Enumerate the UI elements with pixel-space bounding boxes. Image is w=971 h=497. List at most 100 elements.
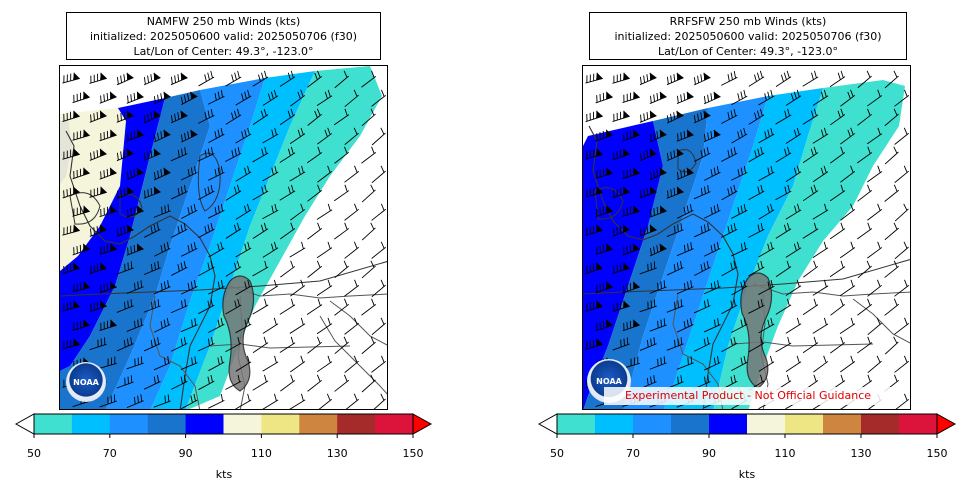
wind-field-namfw <box>60 66 387 409</box>
wind-barb <box>829 70 846 88</box>
wind-barb <box>677 203 694 219</box>
colorbar-tick-label: 90 <box>178 447 193 460</box>
wind-barb <box>758 241 775 258</box>
wind-barb <box>198 108 215 124</box>
wind-barb <box>676 129 694 142</box>
wind-barb <box>180 91 198 105</box>
colorbars <box>14 413 957 438</box>
wind-barb <box>802 70 819 87</box>
wind-barb <box>894 317 910 335</box>
wind-barb <box>235 393 252 409</box>
wind-barb <box>775 108 792 125</box>
wind-barb <box>704 165 721 181</box>
wind-barb <box>208 89 225 105</box>
wind-barb <box>693 223 711 238</box>
wind-barb <box>333 184 350 202</box>
wind-barb <box>622 319 640 332</box>
wind-barb <box>884 260 899 278</box>
wind-barb <box>316 89 333 106</box>
wind-barb <box>612 72 630 84</box>
wind-barb <box>252 298 269 315</box>
wind-barb <box>371 355 387 373</box>
wind-barb <box>154 317 171 333</box>
colorbar-swatch <box>109 414 149 434</box>
wind-barb <box>857 108 873 126</box>
wind-barb <box>334 260 349 279</box>
wind-barb <box>344 317 359 335</box>
wind-barb <box>361 336 376 355</box>
wind-barb <box>344 393 359 409</box>
wind-barb <box>170 72 188 86</box>
wind-barb <box>72 243 90 256</box>
wind-barb <box>812 241 829 258</box>
wind-barb <box>785 165 802 182</box>
wind-barb <box>612 224 630 237</box>
wind-barb <box>126 356 144 370</box>
wind-barb <box>829 108 846 126</box>
wind-barb <box>143 299 161 313</box>
wind-barb <box>775 70 792 87</box>
wind-barb <box>867 89 883 107</box>
wind-barb <box>639 261 657 275</box>
wind-barb <box>802 146 819 164</box>
wind-barb <box>585 148 603 160</box>
wind-barb <box>813 355 829 373</box>
colorbar-label-rrfsfw: kts <box>738 468 756 481</box>
colorbar-rrfsfw <box>537 413 957 438</box>
wind-barb <box>225 374 242 390</box>
wind-barb <box>280 374 296 392</box>
wind-barb <box>676 356 694 370</box>
wind-barb <box>639 337 657 352</box>
wind-barb <box>857 70 872 89</box>
wind-barb <box>812 279 829 296</box>
wind-barb <box>99 205 117 218</box>
wind-barb <box>676 280 694 295</box>
wind-barb <box>802 184 819 202</box>
wind-barb <box>894 241 909 260</box>
wind-barb <box>262 203 279 220</box>
wind-barb <box>99 319 117 332</box>
wind-barb <box>361 374 376 393</box>
wind-barb <box>143 337 161 352</box>
colorbar-swatch <box>823 414 862 434</box>
wind-barb <box>252 108 269 126</box>
wind-barb <box>639 72 657 86</box>
wind-barb <box>748 184 765 201</box>
wind-barb <box>612 110 630 123</box>
wind-barb <box>612 148 630 161</box>
wind-barb <box>72 129 90 141</box>
wind-barb <box>704 203 721 219</box>
wind-barb <box>307 184 323 202</box>
wind-barb <box>252 70 269 87</box>
wind-barb <box>252 374 269 391</box>
wind-barb <box>126 91 144 104</box>
wind-barb <box>116 337 134 352</box>
wind-barb <box>170 299 188 314</box>
wind-barb <box>595 205 613 218</box>
wind-barb <box>731 89 748 106</box>
wind-barb <box>867 241 883 259</box>
wind-barb <box>62 338 80 350</box>
wind-barb <box>775 260 792 278</box>
wind-barb <box>180 356 198 370</box>
wind-barb <box>225 336 242 353</box>
wind-barb <box>361 298 377 316</box>
wind-barb <box>333 108 350 126</box>
wind-barb <box>290 203 306 221</box>
wind-barb <box>307 336 323 354</box>
wind-barb <box>803 260 819 278</box>
wind-barb <box>371 89 387 107</box>
wind-barb <box>894 279 910 297</box>
map-title: RRFSFW 250 mb Winds (kts) <box>669 15 827 28</box>
colorbar-over-extension <box>412 413 433 435</box>
wind-barb <box>775 336 792 353</box>
experimental-disclaimer: Experimental Product - Not Official Guid… <box>604 387 892 405</box>
colorbar-tick-label: 110 <box>250 447 272 460</box>
wind-barb <box>884 184 899 202</box>
map-center: Lat/Lon of Center: 49.3°, -123.0° <box>657 45 839 58</box>
colorbar-under-extension <box>537 413 558 435</box>
wind-barb <box>802 298 819 316</box>
wind-barb <box>170 147 188 162</box>
wind-barb <box>126 318 144 332</box>
colorbar-tick-label: 50 <box>27 447 41 460</box>
